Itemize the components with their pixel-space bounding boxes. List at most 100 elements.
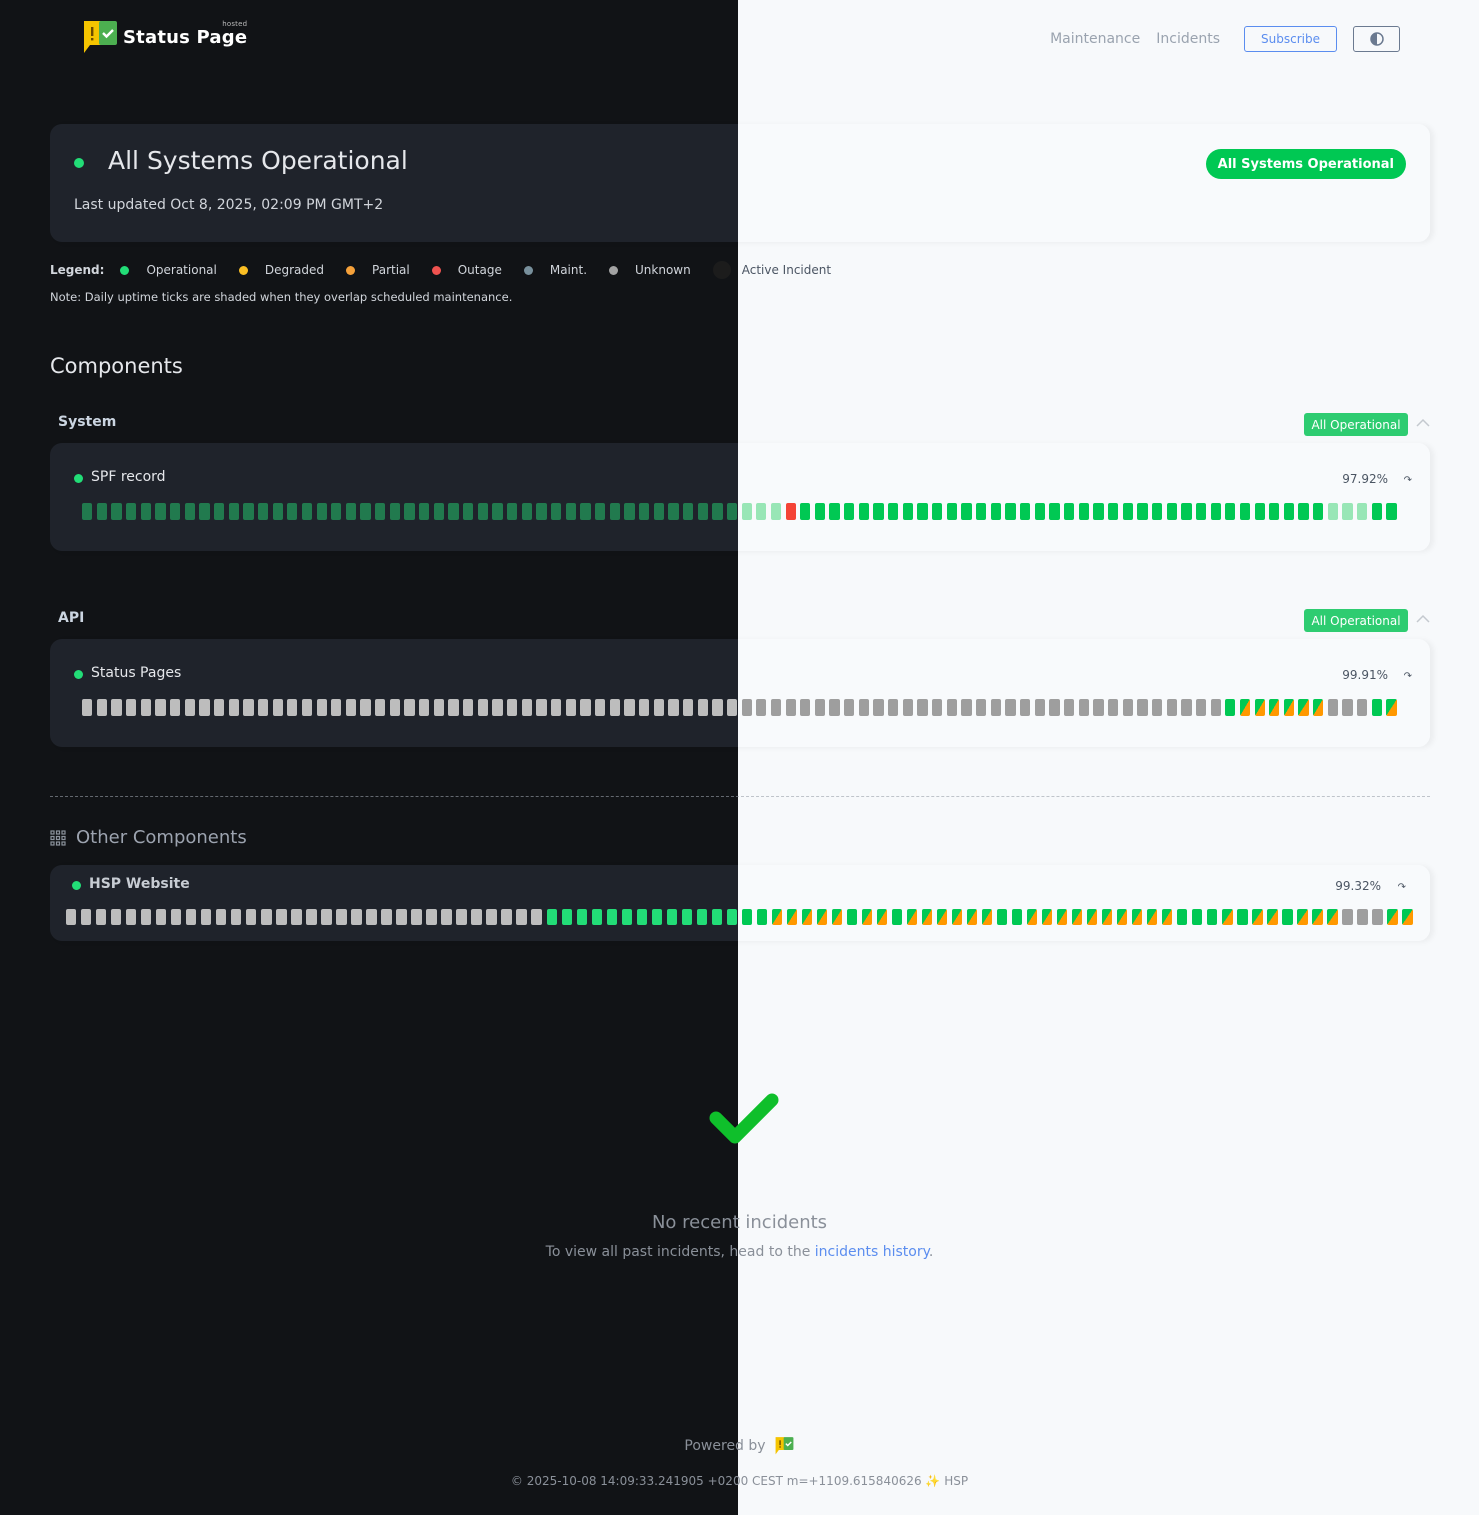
uptime-tick-unknown[interactable] <box>1342 699 1353 716</box>
uptime-tick-unknown[interactable] <box>404 699 415 716</box>
uptime-tick-unknown[interactable] <box>321 909 332 925</box>
uptime-tick-operational-shaded[interactable] <box>331 503 342 520</box>
uptime-tick-unknown[interactable] <box>1034 699 1045 716</box>
uptime-tick-partial-mixed[interactable] <box>1087 909 1098 925</box>
uptime-tick-unknown[interactable] <box>199 699 210 716</box>
uptime-tick-operational-shaded[interactable] <box>448 503 459 520</box>
uptime-tick-operational-shaded[interactable] <box>609 503 620 520</box>
uptime-tick-operational[interactable] <box>1049 503 1060 520</box>
uptime-tick-unknown[interactable] <box>228 699 239 716</box>
uptime-tick-unknown[interactable] <box>902 699 914 716</box>
uptime-tick-unknown[interactable] <box>82 699 93 716</box>
uptime-tick-partial-mixed[interactable] <box>921 909 933 925</box>
uptime-tick-unknown[interactable] <box>1372 909 1383 925</box>
uptime-tick-partial-mixed[interactable] <box>1387 909 1398 925</box>
uptime-tick-operational[interactable] <box>1005 503 1016 520</box>
uptime-tick-operational[interactable] <box>576 909 587 925</box>
uptime-tick-unknown[interactable] <box>351 909 362 925</box>
uptime-tick-unknown[interactable] <box>463 699 474 716</box>
uptime-tick-unknown[interactable] <box>492 699 503 716</box>
uptime-tick-unknown[interactable] <box>66 909 77 925</box>
uptime-tick-unknown[interactable] <box>375 699 386 716</box>
uptime-tick-operational[interactable] <box>990 503 1001 520</box>
uptime-tick-operational-shaded[interactable] <box>82 503 93 520</box>
uptime-tick-unknown[interactable] <box>291 909 302 925</box>
uptime-tick-operational-shaded[interactable] <box>726 503 738 520</box>
uptime-tick-unknown[interactable] <box>976 699 987 716</box>
uptime-tick-operational[interactable] <box>1237 909 1248 925</box>
uptime-tick-partial-mixed[interactable] <box>786 909 798 925</box>
uptime-tick-unknown[interactable] <box>1327 699 1339 716</box>
uptime-tick-unknown[interactable] <box>858 699 870 716</box>
uptime-tick-unknown[interactable] <box>276 909 287 925</box>
uptime-tick-operational[interactable] <box>888 503 899 520</box>
uptime-tick-unknown[interactable] <box>594 699 606 716</box>
uptime-tick-unknown[interactable] <box>331 699 342 716</box>
uptime-tick-operational[interactable] <box>1254 503 1265 520</box>
uptime-tick-partial-mixed[interactable] <box>1254 699 1265 716</box>
uptime-tick-operational[interactable] <box>1177 909 1188 925</box>
uptime-tick-operational-shaded[interactable] <box>638 503 650 520</box>
uptime-tick-unknown[interactable] <box>609 699 620 716</box>
uptime-tick-unknown[interactable] <box>471 909 482 925</box>
uptime-tick-operational-shaded[interactable] <box>697 503 708 520</box>
uptime-tick-operational[interactable] <box>829 503 840 520</box>
uptime-tick-unknown[interactable] <box>243 699 254 716</box>
uptime-tick-unknown[interactable] <box>81 909 92 925</box>
uptime-tick-partial-mixed[interactable] <box>1386 699 1397 716</box>
uptime-tick-unknown[interactable] <box>246 909 257 925</box>
uptime-tick-unknown[interactable] <box>316 699 327 716</box>
uptime-tick-operational[interactable] <box>858 503 870 520</box>
uptime-tick-unknown[interactable] <box>171 909 182 925</box>
uptime-tick-partial-mixed[interactable] <box>1402 909 1413 925</box>
uptime-tick-unknown[interactable] <box>456 909 467 925</box>
uptime-tick-operational-shaded[interactable] <box>243 503 254 520</box>
uptime-tick-unknown[interactable] <box>287 699 298 716</box>
uptime-tick-partial-mixed[interactable] <box>1297 909 1308 925</box>
nav-incidents[interactable]: Incidents <box>1156 31 1220 47</box>
uptime-tick-operational-shaded[interactable] <box>257 503 269 520</box>
uptime-tick-unknown[interactable] <box>216 909 227 925</box>
uptime-tick-operational[interactable] <box>1137 503 1148 520</box>
uptime-tick-operational[interactable] <box>711 909 722 925</box>
uptime-tick-unknown[interactable] <box>433 699 445 716</box>
uptime-tick-operational-shaded[interactable] <box>375 503 386 520</box>
uptime-tick-unknown[interactable] <box>111 909 122 925</box>
uptime-tick-operational[interactable] <box>636 909 647 925</box>
uptime-tick-unknown[interactable] <box>213 699 225 716</box>
uptime-tick-operational[interactable] <box>800 503 811 520</box>
uptime-tick-operational-shaded[interactable] <box>770 503 782 520</box>
refresh-icon[interactable]: ↷ <box>1403 671 1412 682</box>
uptime-tick-unknown[interactable] <box>389 699 401 716</box>
uptime-tick-operational-shaded[interactable] <box>433 503 445 520</box>
uptime-tick-operational-shaded[interactable] <box>228 503 239 520</box>
uptime-tick-operational-shaded[interactable] <box>536 503 547 520</box>
uptime-tick-operational[interactable] <box>1282 909 1293 925</box>
uptime-tick-unknown[interactable] <box>1210 699 1221 716</box>
uptime-tick-unknown[interactable] <box>1181 699 1192 716</box>
uptime-tick-unknown[interactable] <box>873 699 884 716</box>
uptime-tick-unknown[interactable] <box>1342 909 1353 925</box>
uptime-tick-operational-shaded[interactable] <box>653 503 664 520</box>
uptime-tick-unknown[interactable] <box>1151 699 1163 716</box>
uptime-tick-operational[interactable] <box>606 909 617 925</box>
uptime-tick-operational-shaded[interactable] <box>301 503 313 520</box>
uptime-tick-operational-shaded[interactable] <box>316 503 327 520</box>
uptime-tick-unknown[interactable] <box>155 699 166 716</box>
uptime-tick-unknown[interactable] <box>990 699 1001 716</box>
uptime-tick-unknown[interactable] <box>272 699 283 716</box>
uptime-tick-unknown[interactable] <box>336 909 347 925</box>
logo-icon[interactable] <box>774 1436 795 1456</box>
chevron-up-icon[interactable] <box>1416 614 1430 624</box>
uptime-tick-operational[interactable] <box>1122 503 1133 520</box>
uptime-tick-operational-shaded[interactable] <box>477 503 489 520</box>
uptime-tick-operational[interactable] <box>891 909 903 925</box>
uptime-tick-unknown[interactable] <box>800 699 811 716</box>
uptime-tick-operational[interactable] <box>1020 503 1031 520</box>
uptime-tick-unknown[interactable] <box>257 699 269 716</box>
uptime-tick-operational[interactable] <box>1034 503 1045 520</box>
uptime-tick-unknown[interactable] <box>531 909 542 925</box>
uptime-tick-operational[interactable] <box>1107 503 1119 520</box>
uptime-tick-operational-shaded[interactable] <box>272 503 283 520</box>
uptime-tick-unknown[interactable] <box>1049 699 1060 716</box>
